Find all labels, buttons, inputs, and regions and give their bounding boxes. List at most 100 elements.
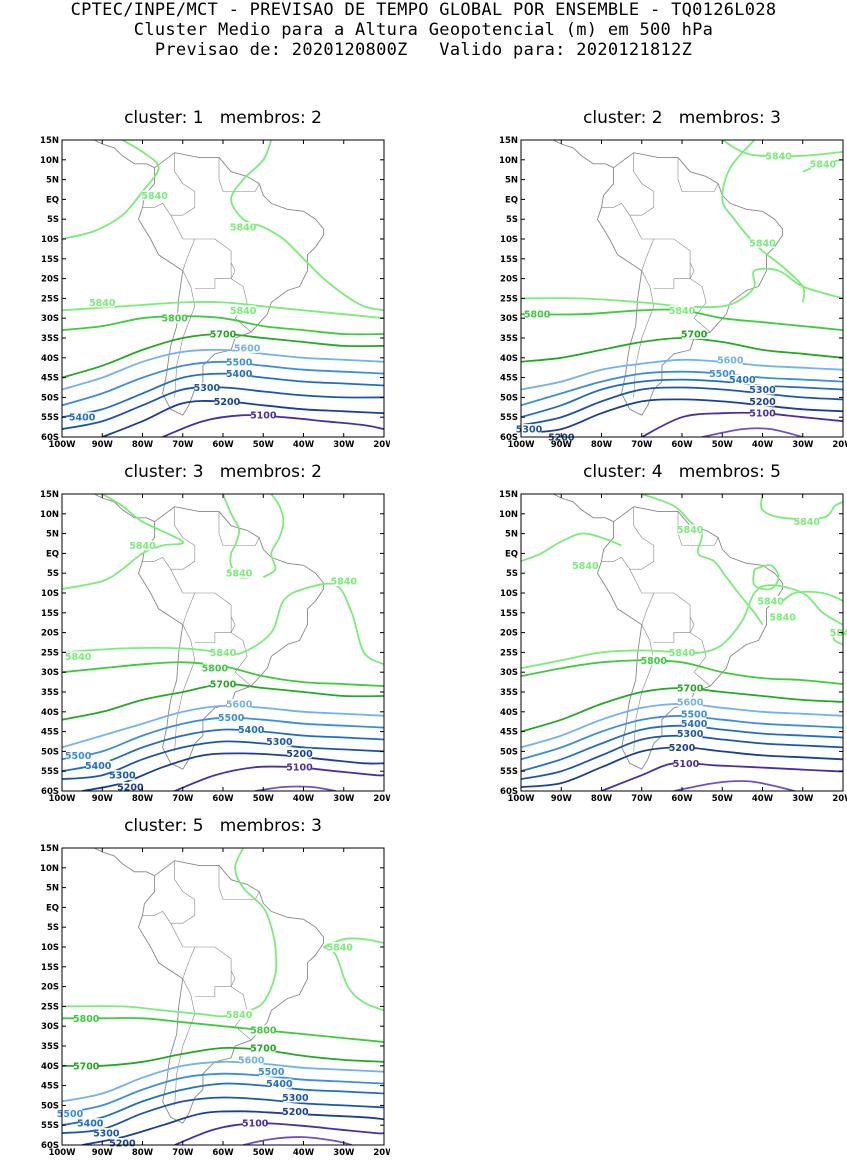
- contour-line-5840: [62, 300, 384, 320]
- svg-text:5200: 5200: [117, 783, 144, 794]
- contour-line-5300: [62, 1096, 384, 1134]
- central-america-coast: [553, 494, 614, 523]
- lon-tick-label: 100W: [48, 794, 76, 804]
- country-border: [174, 624, 196, 752]
- svg-text:5700: 5700: [250, 1044, 277, 1055]
- map-panel-cluster-3: cluster: 3 membros: 2 5840 5840 5840 5840 58…: [0, 462, 395, 804]
- svg-text:5600: 5600: [677, 697, 704, 708]
- contour-line-5500: [62, 360, 384, 407]
- svg-text:5840: 5840: [572, 561, 599, 572]
- svg-text:5200: 5200: [214, 397, 241, 408]
- country-border: [142, 911, 195, 948]
- contour-label: 5400: [681, 718, 708, 730]
- lat-tick-label: 50S: [41, 1101, 59, 1111]
- country-border: [170, 860, 196, 924]
- lat-tick-label: 25S: [500, 648, 518, 658]
- contour-label: 5800: [250, 1025, 277, 1037]
- lat-tick-label: 55S: [41, 1121, 59, 1131]
- lat-tick-label: 40S: [41, 1062, 59, 1072]
- lat-tick-label: 5N: [505, 176, 518, 186]
- lon-tick-label: 20W: [373, 794, 390, 804]
- contour-label: 5200: [109, 1138, 136, 1150]
- svg-text:5700: 5700: [210, 330, 237, 341]
- country-border: [194, 946, 252, 1041]
- lat-tick-label: 10N: [40, 156, 59, 166]
- svg-text:5700: 5700: [677, 684, 704, 695]
- country-border: [601, 203, 654, 240]
- contour-label: 5840: [572, 560, 599, 572]
- svg-text:5840: 5840: [230, 223, 257, 234]
- contour-label: 5840: [129, 540, 156, 552]
- contour-line-5840: [760, 494, 843, 520]
- svg-text:5840: 5840: [141, 191, 168, 202]
- lon-tick-label: 50W: [253, 1148, 275, 1158]
- svg-text:5400: 5400: [266, 1079, 293, 1090]
- lat-tick-label: 35S: [41, 688, 59, 698]
- lat-tick-label: 5N: [46, 176, 59, 186]
- contour-label: 5600: [226, 698, 253, 710]
- contour-line-5100: [641, 411, 843, 437]
- svg-text:5840: 5840: [669, 306, 696, 317]
- lon-tick-label: 90W: [551, 794, 573, 804]
- contour-label: 5700: [210, 679, 237, 691]
- contour-label: 5800: [202, 663, 229, 675]
- lat-tick-label: 45S: [41, 374, 59, 384]
- lon-tick-label: 70W: [172, 440, 194, 450]
- svg-text:5800: 5800: [161, 314, 188, 325]
- lat-tick-label: 45S: [500, 728, 518, 738]
- contour-label: 5600: [234, 342, 261, 354]
- svg-text:5100: 5100: [673, 759, 700, 770]
- lat-tick-label: 50S: [41, 393, 59, 403]
- lat-tick-label: 30S: [500, 668, 518, 678]
- lon-tick-label: 60W: [671, 440, 693, 450]
- lon-tick-label: 20W: [832, 794, 847, 804]
- lat-tick-label: EQ: [46, 549, 59, 559]
- lat-tick-label: 55S: [500, 413, 518, 423]
- lat-tick-label: 15S: [41, 255, 59, 265]
- country-border: [629, 506, 655, 570]
- lat-tick-label: 5N: [505, 530, 518, 540]
- contour-label: 5840: [810, 158, 837, 170]
- svg-text:5600: 5600: [238, 1055, 265, 1066]
- contour-label: 5300: [516, 424, 543, 436]
- lon-tick-label: 20W: [373, 1148, 390, 1158]
- coastline-layer: [553, 494, 784, 770]
- svg-text:5840: 5840: [765, 151, 792, 162]
- svg-text:5100: 5100: [749, 409, 776, 420]
- contour-line-5700: [521, 337, 843, 363]
- svg-text:5800: 5800: [73, 1014, 100, 1025]
- contour-line-5840: [62, 582, 384, 666]
- contour-line-5840: [521, 532, 622, 563]
- lat-tick-label: 50S: [500, 393, 518, 403]
- svg-text:5300: 5300: [109, 771, 136, 782]
- lat-tick-label: 45S: [41, 1082, 59, 1092]
- lon-tick-label: 60W: [212, 794, 234, 804]
- lat-tick-label: 10N: [40, 864, 59, 874]
- contour-line-5400: [62, 372, 384, 419]
- contour-label: 5840: [669, 305, 696, 317]
- contour-line-5840: [778, 590, 843, 606]
- country-border: [170, 506, 196, 570]
- contour-line-5840: [62, 848, 278, 1018]
- lat-tick-label: 10N: [40, 510, 59, 520]
- lon-tick-label: 40W: [293, 794, 315, 804]
- lat-tick-label: 5S: [47, 923, 59, 933]
- lat-tick-label: 35S: [500, 688, 518, 698]
- lon-tick-label: 50W: [712, 440, 734, 450]
- central-america-coast: [94, 848, 155, 877]
- lat-tick-label: 60S: [41, 787, 59, 797]
- map-svg: 5840584058405800570056005500540053005200…: [40, 136, 395, 450]
- lon-tick-label: 80W: [591, 440, 613, 450]
- contour-label: 5840: [230, 305, 257, 317]
- lon-tick-label: 40W: [752, 794, 774, 804]
- map-frame: [520, 139, 844, 438]
- contour-layer: [62, 494, 384, 791]
- lat-tick-label: 5S: [47, 569, 59, 579]
- page-header: CPTEC/INPE/MCT - PREVISAO DE TEMPO GLOBA…: [0, 0, 847, 60]
- country-border: [641, 238, 655, 271]
- svg-text:5100: 5100: [250, 411, 277, 422]
- lon-tick-label: 70W: [172, 1148, 194, 1158]
- svg-text:5400: 5400: [85, 761, 112, 772]
- country-border: [629, 152, 655, 216]
- lon-tick-label: 80W: [132, 440, 154, 450]
